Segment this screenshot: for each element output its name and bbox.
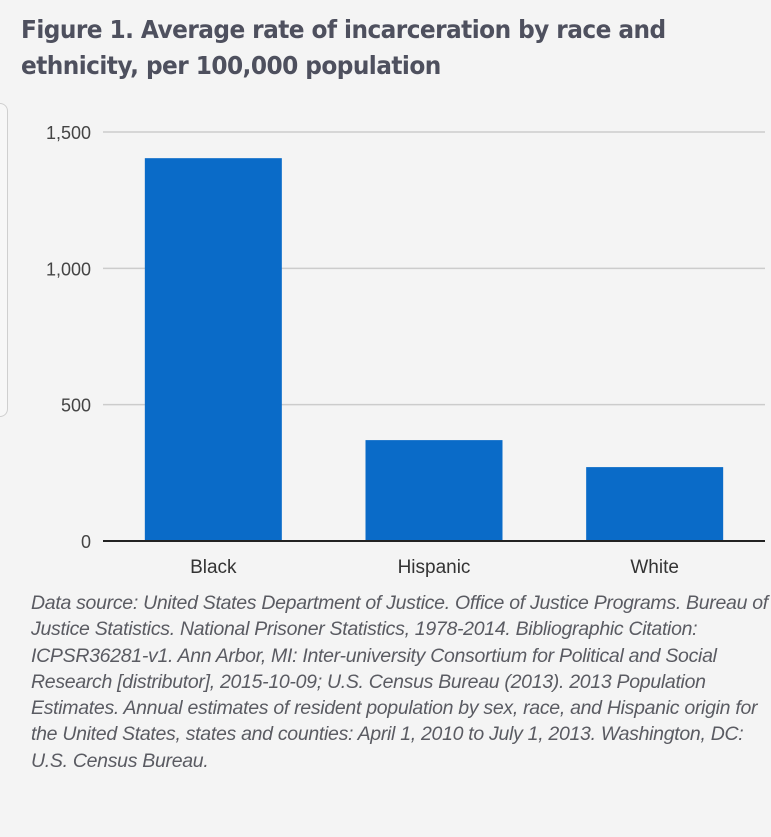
- chart-title: Figure 1. Average rate of incarceration …: [21, 12, 719, 84]
- bars: [144, 158, 724, 541]
- x-tick-label: Hispanic: [398, 557, 471, 578]
- y-tick-label: 1,000: [46, 259, 91, 279]
- chart-title-line-2: ethnicity, per 100,000 population: [21, 51, 441, 80]
- y-tick-label: 500: [61, 396, 91, 416]
- x-tick-label: White: [630, 557, 679, 578]
- bar-chart: 0 500 1,000 1,500 Black Hispanic White: [46, 123, 765, 578]
- bar-hispanic: [365, 440, 503, 541]
- y-tick-label: 0: [81, 532, 91, 552]
- bar-white: [586, 467, 724, 541]
- x-axis-labels: Black Hispanic White: [190, 557, 679, 578]
- bar-black: [144, 158, 282, 541]
- data-source-footnote: Data source: United States Department of…: [31, 592, 768, 772]
- x-tick-label: Black: [190, 557, 237, 578]
- y-axis-ticks: 0 500 1,000 1,500: [46, 123, 91, 552]
- y-tick-label: 1,500: [46, 123, 91, 143]
- chart-title-line-1: Figure 1. Average rate of incarceration …: [21, 15, 666, 44]
